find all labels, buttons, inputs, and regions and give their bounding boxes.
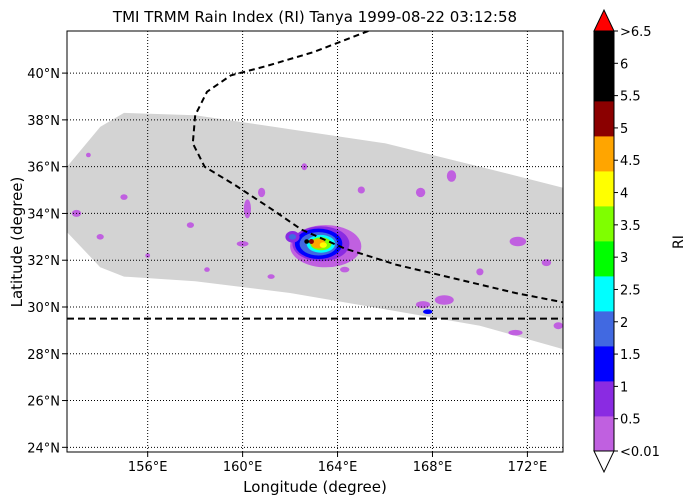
colorbar-tick-label: 2.5 — [620, 283, 641, 298]
rain-cell — [96, 234, 104, 240]
rain-cell — [319, 242, 327, 248]
y-axis-ticks: 24°N 26°N 28°N 30°N 32°N 34°N 36°N 38°N 40°N — [27, 67, 67, 456]
x-axis-label: Longitude (degree) — [243, 478, 387, 496]
rain-cell — [508, 329, 523, 336]
x-tick-label: 156°E — [128, 460, 168, 475]
y-tick-label: 26°N — [27, 395, 60, 410]
colorbar-segment — [594, 276, 614, 312]
colorbar-segment — [594, 241, 614, 277]
storm-track-line — [191, 31, 563, 304]
x-tick-label: 164°E — [318, 460, 358, 475]
y-tick-label: 40°N — [27, 67, 60, 82]
y-tick-label: 34°N — [27, 207, 60, 222]
x-tick-label: 172°E — [508, 460, 548, 475]
y-tick-label: 28°N — [27, 348, 60, 363]
y-tick-label: 24°N — [27, 441, 60, 456]
colorbar-label: RI — [671, 235, 687, 249]
colorbar-tick-label: <0.01 — [620, 445, 660, 460]
colorbar-tick-label: 1 — [620, 380, 628, 395]
rain-cell — [357, 186, 365, 194]
grid-lines — [67, 31, 563, 452]
colorbar-tick-label: 4 — [620, 187, 628, 202]
colorbar-over-triangle — [593, 8, 615, 32]
colorbar-tick-label: 3 — [620, 251, 628, 266]
y-axis-label: Latitude (degree) — [8, 177, 26, 308]
rain-cell — [423, 309, 433, 315]
y-tick-label: 32°N — [27, 254, 60, 269]
colorbar-segment — [594, 101, 614, 137]
rain-cell — [476, 268, 484, 276]
x-tick-label: 160°E — [223, 460, 263, 475]
colorbar-tick-label: 2 — [620, 316, 628, 331]
rain-cell — [120, 194, 128, 200]
rain-cell — [145, 253, 151, 258]
rain-cell — [340, 266, 350, 273]
rain-cell — [415, 187, 426, 198]
rain-cell — [541, 259, 552, 267]
rain-cell — [446, 170, 457, 182]
rain-cell — [288, 234, 297, 240]
colorbar-tick-label: 0.5 — [620, 413, 641, 428]
map-plot-area — [67, 31, 563, 452]
rain-cell — [236, 241, 249, 247]
colorbar-tick-label: 4.5 — [620, 154, 641, 169]
rain-cell — [258, 187, 266, 198]
colorbar-tick-label: 5.5 — [620, 90, 641, 105]
colorbar-tick-label: 1.5 — [620, 348, 641, 363]
y-tick-label: 36°N — [27, 161, 60, 176]
colorbar-segment — [594, 416, 614, 452]
x-axis-ticks: 156°E 160°E 164°E 168°E 172°E — [128, 452, 547, 475]
y-tick-label: 30°N — [27, 301, 60, 316]
y-tick-label: 38°N — [27, 114, 60, 129]
x-tick-label: 168°E — [413, 460, 453, 475]
rain-cells — [71, 152, 563, 336]
colorbar-tick-label: 5 — [620, 122, 628, 137]
colorbar: <0.01 0.5 1 1.5 2 2.5 3 3.5 4 4.5 5 5.5 6 >6.5 — [593, 8, 660, 474]
colorbar-under-triangle — [593, 450, 615, 474]
rain-cell — [267, 274, 275, 279]
rain-cell — [415, 301, 431, 309]
rain-cell — [86, 152, 91, 158]
colorbar-segment — [594, 206, 614, 242]
colorbar-segment — [594, 311, 614, 347]
plot-frame — [66, 30, 564, 453]
rain-cell — [304, 239, 310, 244]
colorbar-segment — [594, 381, 614, 417]
colorbar-tick-label: 6 — [620, 57, 628, 72]
rain-cell — [186, 222, 194, 228]
chart-title: TMI TRMM Rain Index (RI) Tanya 1999-08-2… — [112, 8, 517, 26]
storm-center-marker — [308, 239, 314, 244]
rain-cell — [243, 199, 251, 219]
rain-cell — [509, 236, 527, 247]
rain-cell — [553, 322, 563, 330]
colorbar-segment — [594, 31, 614, 67]
rain-cell — [204, 267, 210, 272]
colorbar-segment — [594, 136, 614, 172]
colorbar-tick-label: 3.5 — [620, 219, 641, 234]
colorbar-segment — [594, 346, 614, 382]
colorbar-segment — [594, 66, 614, 102]
colorbar-segment — [594, 171, 614, 207]
colorbar-tick-label: >6.5 — [620, 25, 652, 40]
rain-cell — [434, 295, 454, 305]
